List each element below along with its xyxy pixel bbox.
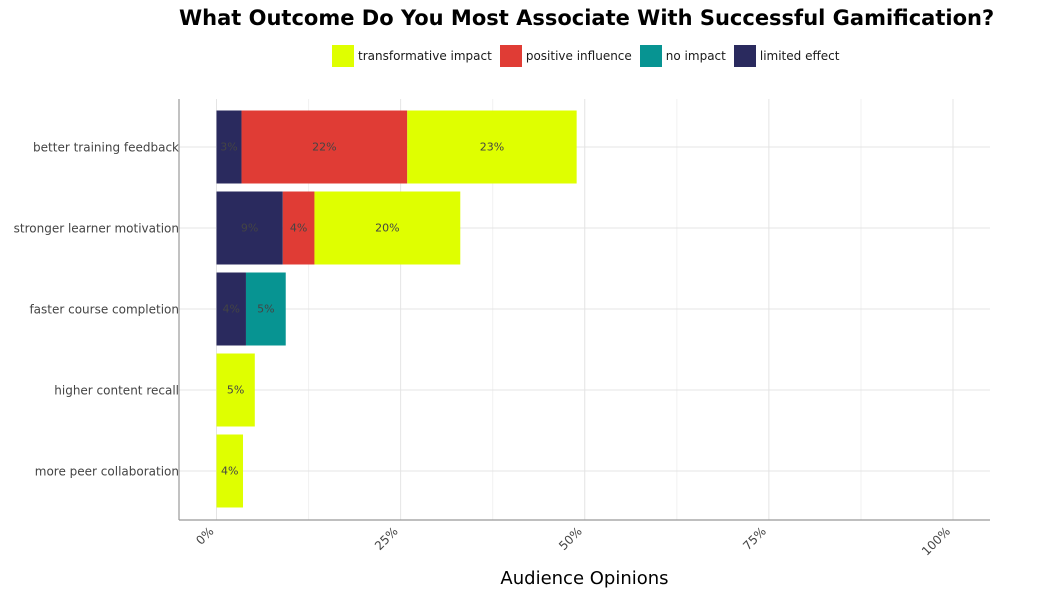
chart-legend: transformative impact positive influence n… <box>332 45 847 67</box>
y-tick-label: stronger learner motivation <box>14 222 179 236</box>
x-tick-label: 25% <box>372 524 401 553</box>
bar-segment <box>216 272 246 346</box>
y-tick-label: higher content recall <box>54 384 179 398</box>
legend-label: no impact <box>665 49 726 63</box>
legend-swatch <box>332 45 354 67</box>
bar-segment <box>241 110 408 184</box>
x-tick-label: 100% <box>919 524 953 558</box>
data-label: 4% <box>290 222 307 235</box>
data-label: 3% <box>220 141 237 154</box>
x-axis-title: Audience Opinions <box>500 568 669 589</box>
data-label: 23% <box>480 141 504 154</box>
data-label: 22% <box>312 141 336 154</box>
data-label: 9% <box>241 222 258 235</box>
x-tick-label: 50% <box>556 524 585 553</box>
y-tick-label: faster course completion <box>29 303 179 317</box>
legend-item: limited effect <box>733 45 840 67</box>
legend-swatch <box>733 45 756 67</box>
legend-label: limited effect <box>759 49 840 63</box>
x-tick-label: 0% <box>193 524 216 547</box>
legend-swatch <box>499 45 522 67</box>
bar-segment <box>216 353 255 427</box>
legend-label: transformative impact <box>358 49 492 63</box>
chart-title: What Outcome Do You Most Associate With … <box>179 6 995 30</box>
data-label: 5% <box>227 384 244 397</box>
data-label: 4% <box>221 465 238 478</box>
bar-segment <box>282 191 315 265</box>
x-tick-label: 75% <box>740 524 769 553</box>
bar-segment <box>245 272 286 346</box>
bar-segment <box>216 191 283 265</box>
bar-segment <box>314 191 461 265</box>
y-tick-label: better training feedback <box>33 141 179 155</box>
data-label: 20% <box>375 222 399 235</box>
legend-item: positive influence <box>499 45 632 67</box>
data-label: 4% <box>223 303 240 316</box>
data-label: 5% <box>257 303 274 316</box>
bar-segment <box>216 110 242 184</box>
bar-segment <box>407 110 577 184</box>
legend-swatch <box>639 45 662 67</box>
y-tick-label: more peer collaboration <box>35 465 179 479</box>
bar-segment <box>216 434 244 508</box>
legend-label: positive influence <box>525 49 632 63</box>
legend-item: no impact <box>639 45 726 67</box>
legend-item: transformative impact <box>332 45 492 67</box>
